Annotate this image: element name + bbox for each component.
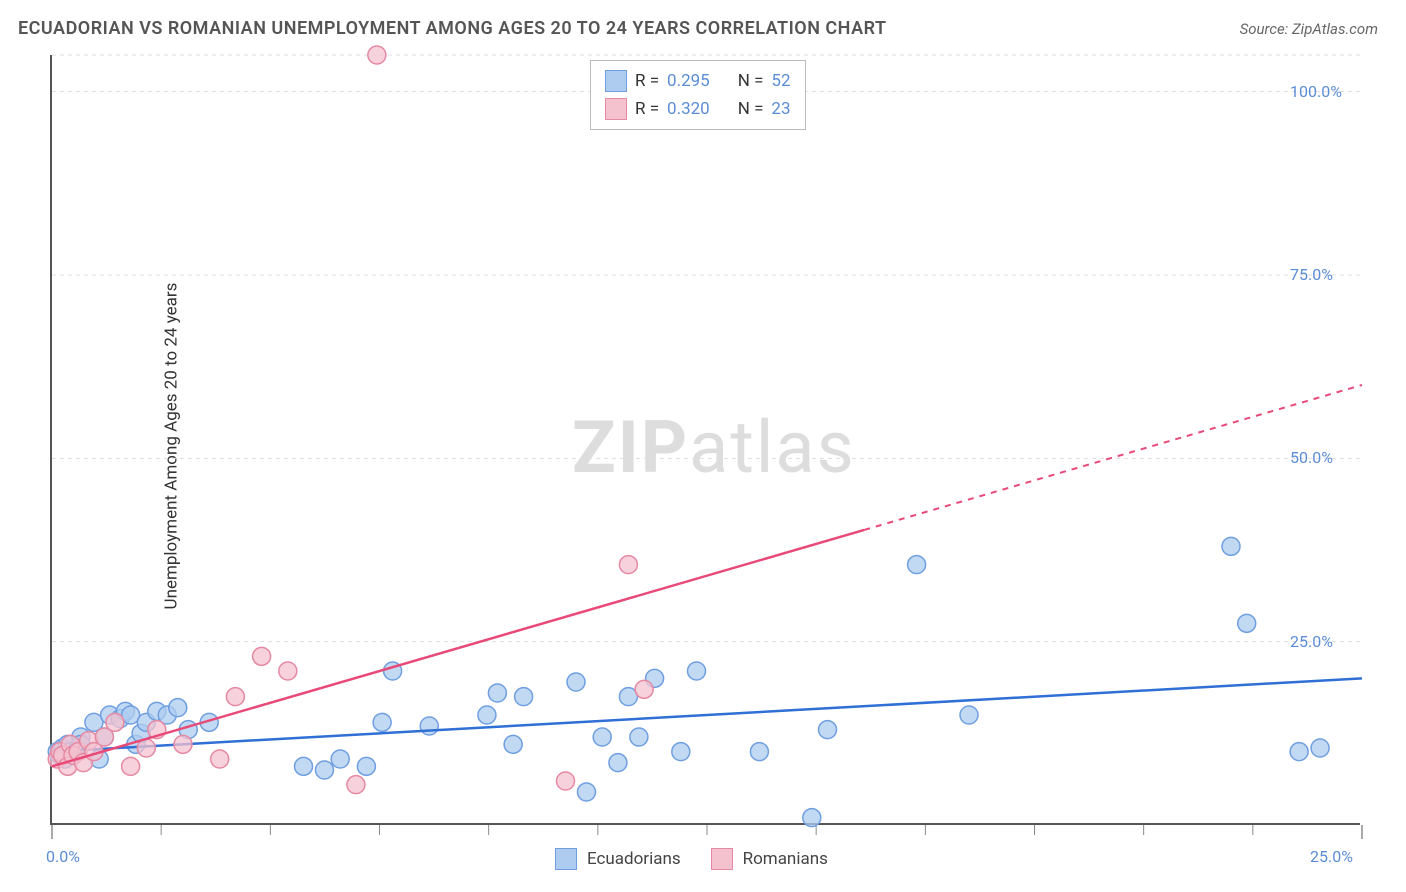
stat-r-label: R = [635, 71, 659, 91]
legend-swatch-ecuadorians [555, 848, 577, 870]
stats-legend: R = 0.295 N = 52 R = 0.320 N = 23 [590, 60, 806, 130]
plot-svg [52, 55, 1360, 823]
y-tick-label: 25.0% [1290, 632, 1333, 651]
legend-label: Romanians [743, 849, 828, 869]
stat-r-value: 0.320 [667, 99, 710, 119]
stats-legend-row: R = 0.295 N = 52 [605, 67, 791, 95]
legend-label: Ecuadorians [587, 849, 681, 869]
y-tick-label: 100.0% [1290, 82, 1342, 101]
legend-item-romanians: Romanians [711, 848, 828, 870]
stat-n-value: 23 [771, 99, 790, 119]
chart-title: ECUADORIAN VS ROMANIAN UNEMPLOYMENT AMON… [18, 18, 887, 39]
legend-swatch-romanians [711, 848, 733, 870]
series-legend: Ecuadorians Romanians [555, 848, 828, 870]
chart-container: ECUADORIAN VS ROMANIAN UNEMPLOYMENT AMON… [0, 0, 1406, 892]
legend-swatch-ecuadorians [605, 70, 627, 92]
plot-area: ZIPatlas [50, 55, 1360, 825]
stat-n-label: N = [738, 71, 764, 91]
legend-item-ecuadorians: Ecuadorians [555, 848, 681, 870]
stat-r-label: R = [635, 99, 659, 119]
y-tick-label: 50.0% [1290, 448, 1333, 467]
x-tick-max-label: 25.0% [1310, 847, 1353, 866]
stat-r-value: 0.295 [667, 71, 710, 91]
x-tick-min-label: 0.0% [46, 847, 80, 866]
y-tick-label: 75.0% [1290, 265, 1333, 284]
stat-n-label: N = [738, 99, 764, 119]
legend-swatch-romanians [605, 98, 627, 120]
stats-legend-row: R = 0.320 N = 23 [605, 95, 791, 123]
source-attribution: Source: ZipAtlas.com [1240, 20, 1378, 38]
stat-n-value: 52 [771, 71, 790, 91]
